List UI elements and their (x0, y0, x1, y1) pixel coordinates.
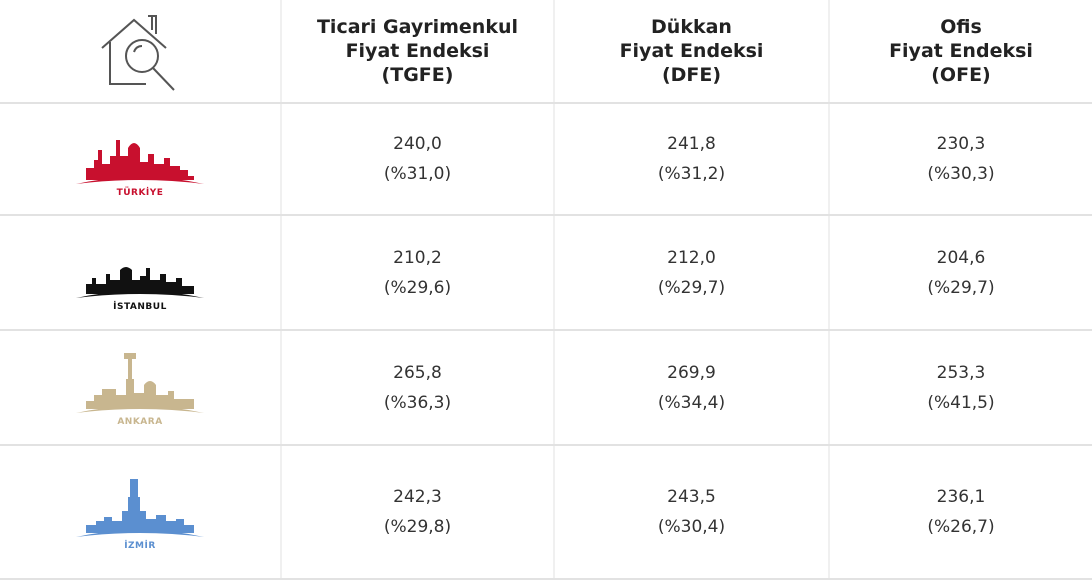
change-text: (%29,6) (383, 277, 452, 298)
data-row: TÜRKİYE 240,0 (%31,0) 241,8 (%31,2) 230,3 (%30… (0, 104, 1092, 216)
city-cell: İZMİR (0, 446, 282, 578)
city-label: TÜRKİYE (116, 188, 164, 198)
header-text: Dükkan (651, 16, 732, 38)
data-row: İSTANBUL 210,2 (%29,6) 212,0 (%29,7) 204,6 (%2… (0, 216, 1092, 331)
index-value: 242,3 (393, 487, 442, 507)
skyline-shape (76, 140, 204, 184)
city-label: ANKARA (117, 416, 163, 427)
skyline-icon (76, 140, 204, 184)
change-text: (%30,3) (927, 164, 995, 184)
index-value: 210,2 (393, 247, 442, 268)
skyline-shape (76, 266, 204, 298)
skyline-shape (76, 479, 204, 537)
skyline-shape (76, 352, 204, 413)
value-cell: 265,8 (%36,3) (282, 331, 555, 444)
change-text: (%29,7) (657, 277, 726, 298)
skyline-icon (76, 352, 204, 413)
value-cell: 241,8 (%31,2) (555, 104, 830, 214)
header-text: Ticari Gayrimenkul (316, 16, 519, 38)
city-cell: ANKARA (0, 331, 282, 444)
header-text: (DFE) (661, 64, 722, 86)
header-icon-cell (0, 0, 282, 102)
value-cell: 253,3 (%41,5) (830, 331, 1092, 444)
index-value: 236,1 (936, 487, 986, 507)
change-text: (%26,7) (927, 517, 995, 537)
change-text: (%29,7) (927, 277, 995, 298)
index-value: 241,8 (667, 134, 716, 154)
change-text: (%31,2) (657, 164, 726, 184)
index-value: 240,0 (393, 134, 442, 154)
change-text: (%29,8) (383, 517, 452, 537)
change-text: (%30,4) (657, 517, 726, 537)
city-label: İZMİR (124, 541, 156, 551)
index-value: 269,9 (667, 362, 716, 383)
change-text: (%41,5) (927, 392, 995, 413)
value-cell: 240,0 (%31,0) (282, 104, 555, 214)
skyline-icon (76, 479, 204, 537)
value-cell: 236,1 (%26,7) (830, 446, 1092, 578)
skyline-icon (76, 266, 204, 298)
change-text: (%31,0) (383, 164, 452, 184)
index-value: 253,3 (936, 362, 986, 383)
index-value: 243,5 (667, 487, 716, 507)
header-cell: Dükkan Fiyat Endeksi (DFE) (555, 0, 830, 102)
value-cell: 242,3 (%29,8) (282, 446, 555, 578)
city-label: İSTANBUL (113, 301, 167, 312)
change-text: (%34,4) (657, 392, 726, 413)
header-cell: Ticari Gayrimenkul Fiyat Endeksi (TGFE) (282, 0, 555, 102)
index-value: 265,8 (393, 362, 442, 383)
city-cell: İSTANBUL (0, 216, 282, 329)
data-row: İZMİR 242,3 (%29,8) 243,5 (%30,4) 236,1 (%26,7… (0, 446, 1092, 580)
header-text: Ofis (940, 16, 982, 38)
change-text: (%36,3) (383, 392, 452, 413)
city-cell: TÜRKİYE (0, 104, 282, 214)
value-cell: 269,9 (%34,4) (555, 331, 830, 444)
value-cell: 243,5 (%30,4) (555, 446, 830, 578)
header-text: Fiyat Endeksi (889, 40, 1033, 62)
value-cell: 210,2 (%29,6) (282, 216, 555, 329)
value-cell: 230,3 (%30,3) (830, 104, 1092, 214)
value-cell: 204,6 (%29,7) (830, 216, 1092, 329)
header-text: Fiyat Endeksi (345, 40, 490, 62)
index-value: 212,0 (667, 247, 716, 268)
data-row: ANKARA 265,8 (%36,3) 269,9 (%34,4) 253,3 (%41,… (0, 331, 1092, 446)
index-value: 204,6 (936, 247, 986, 268)
house-search-icon (101, 15, 175, 91)
index-value: 230,3 (936, 134, 986, 154)
header-text: (OFE) (931, 64, 991, 86)
value-cell: 212,0 (%29,7) (555, 216, 830, 329)
header-row: Ticari Gayrimenkul Fiyat Endeksi (TGFE) Dük… (0, 0, 1092, 104)
header-cell: Ofis Fiyat Endeksi (OFE) (830, 0, 1092, 102)
header-text: (TGFE) (381, 64, 454, 86)
header-text: Fiyat Endeksi (619, 40, 764, 62)
